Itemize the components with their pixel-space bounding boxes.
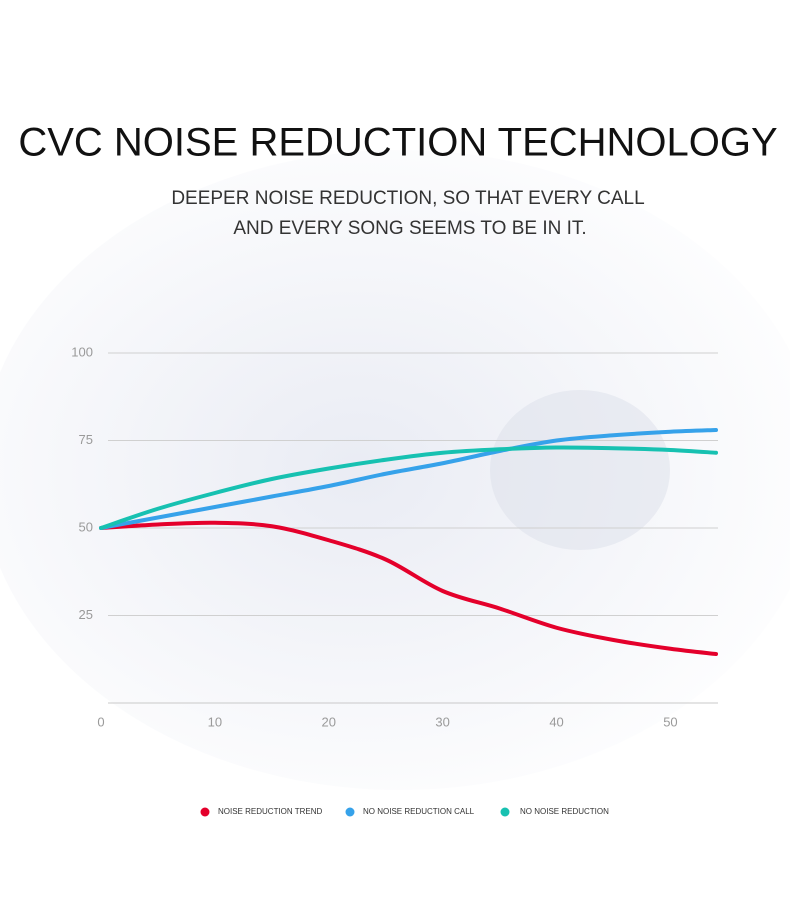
y-tick-label: 25 bbox=[79, 607, 93, 622]
chart-subtitle: DEEPER NOISE REDUCTION, SO THAT EVERY CA… bbox=[171, 188, 644, 209]
series-line bbox=[99, 520, 718, 656]
legend-marker bbox=[500, 807, 510, 817]
x-tick-label: 10 bbox=[208, 714, 222, 729]
x-tick-label: 0 bbox=[97, 714, 104, 729]
legend-marker bbox=[200, 807, 210, 817]
chart-subtitle: AND EVERY SONG SEEMS TO BE IN IT. bbox=[233, 218, 586, 239]
y-tick-label: 50 bbox=[79, 519, 93, 534]
legend-label: NOISE REDUCTION TREND bbox=[218, 807, 323, 816]
x-tick-label: 50 bbox=[663, 714, 677, 729]
chart-title: CVC NOISE REDUCTION TECHNOLOGY bbox=[18, 121, 777, 165]
series-line bbox=[99, 445, 718, 530]
x-tick-label: 40 bbox=[549, 714, 563, 729]
legend-label: NO NOISE REDUCTION CALL bbox=[363, 807, 475, 816]
legend-marker bbox=[345, 807, 355, 817]
series-line bbox=[99, 428, 718, 530]
legend-label: NO NOISE REDUCTION bbox=[520, 807, 609, 816]
y-tick-label: 100 bbox=[71, 344, 93, 359]
background-shade bbox=[490, 390, 670, 550]
y-tick-label: 75 bbox=[79, 432, 93, 447]
x-tick-label: 20 bbox=[322, 714, 336, 729]
x-tick-label: 30 bbox=[435, 714, 449, 729]
